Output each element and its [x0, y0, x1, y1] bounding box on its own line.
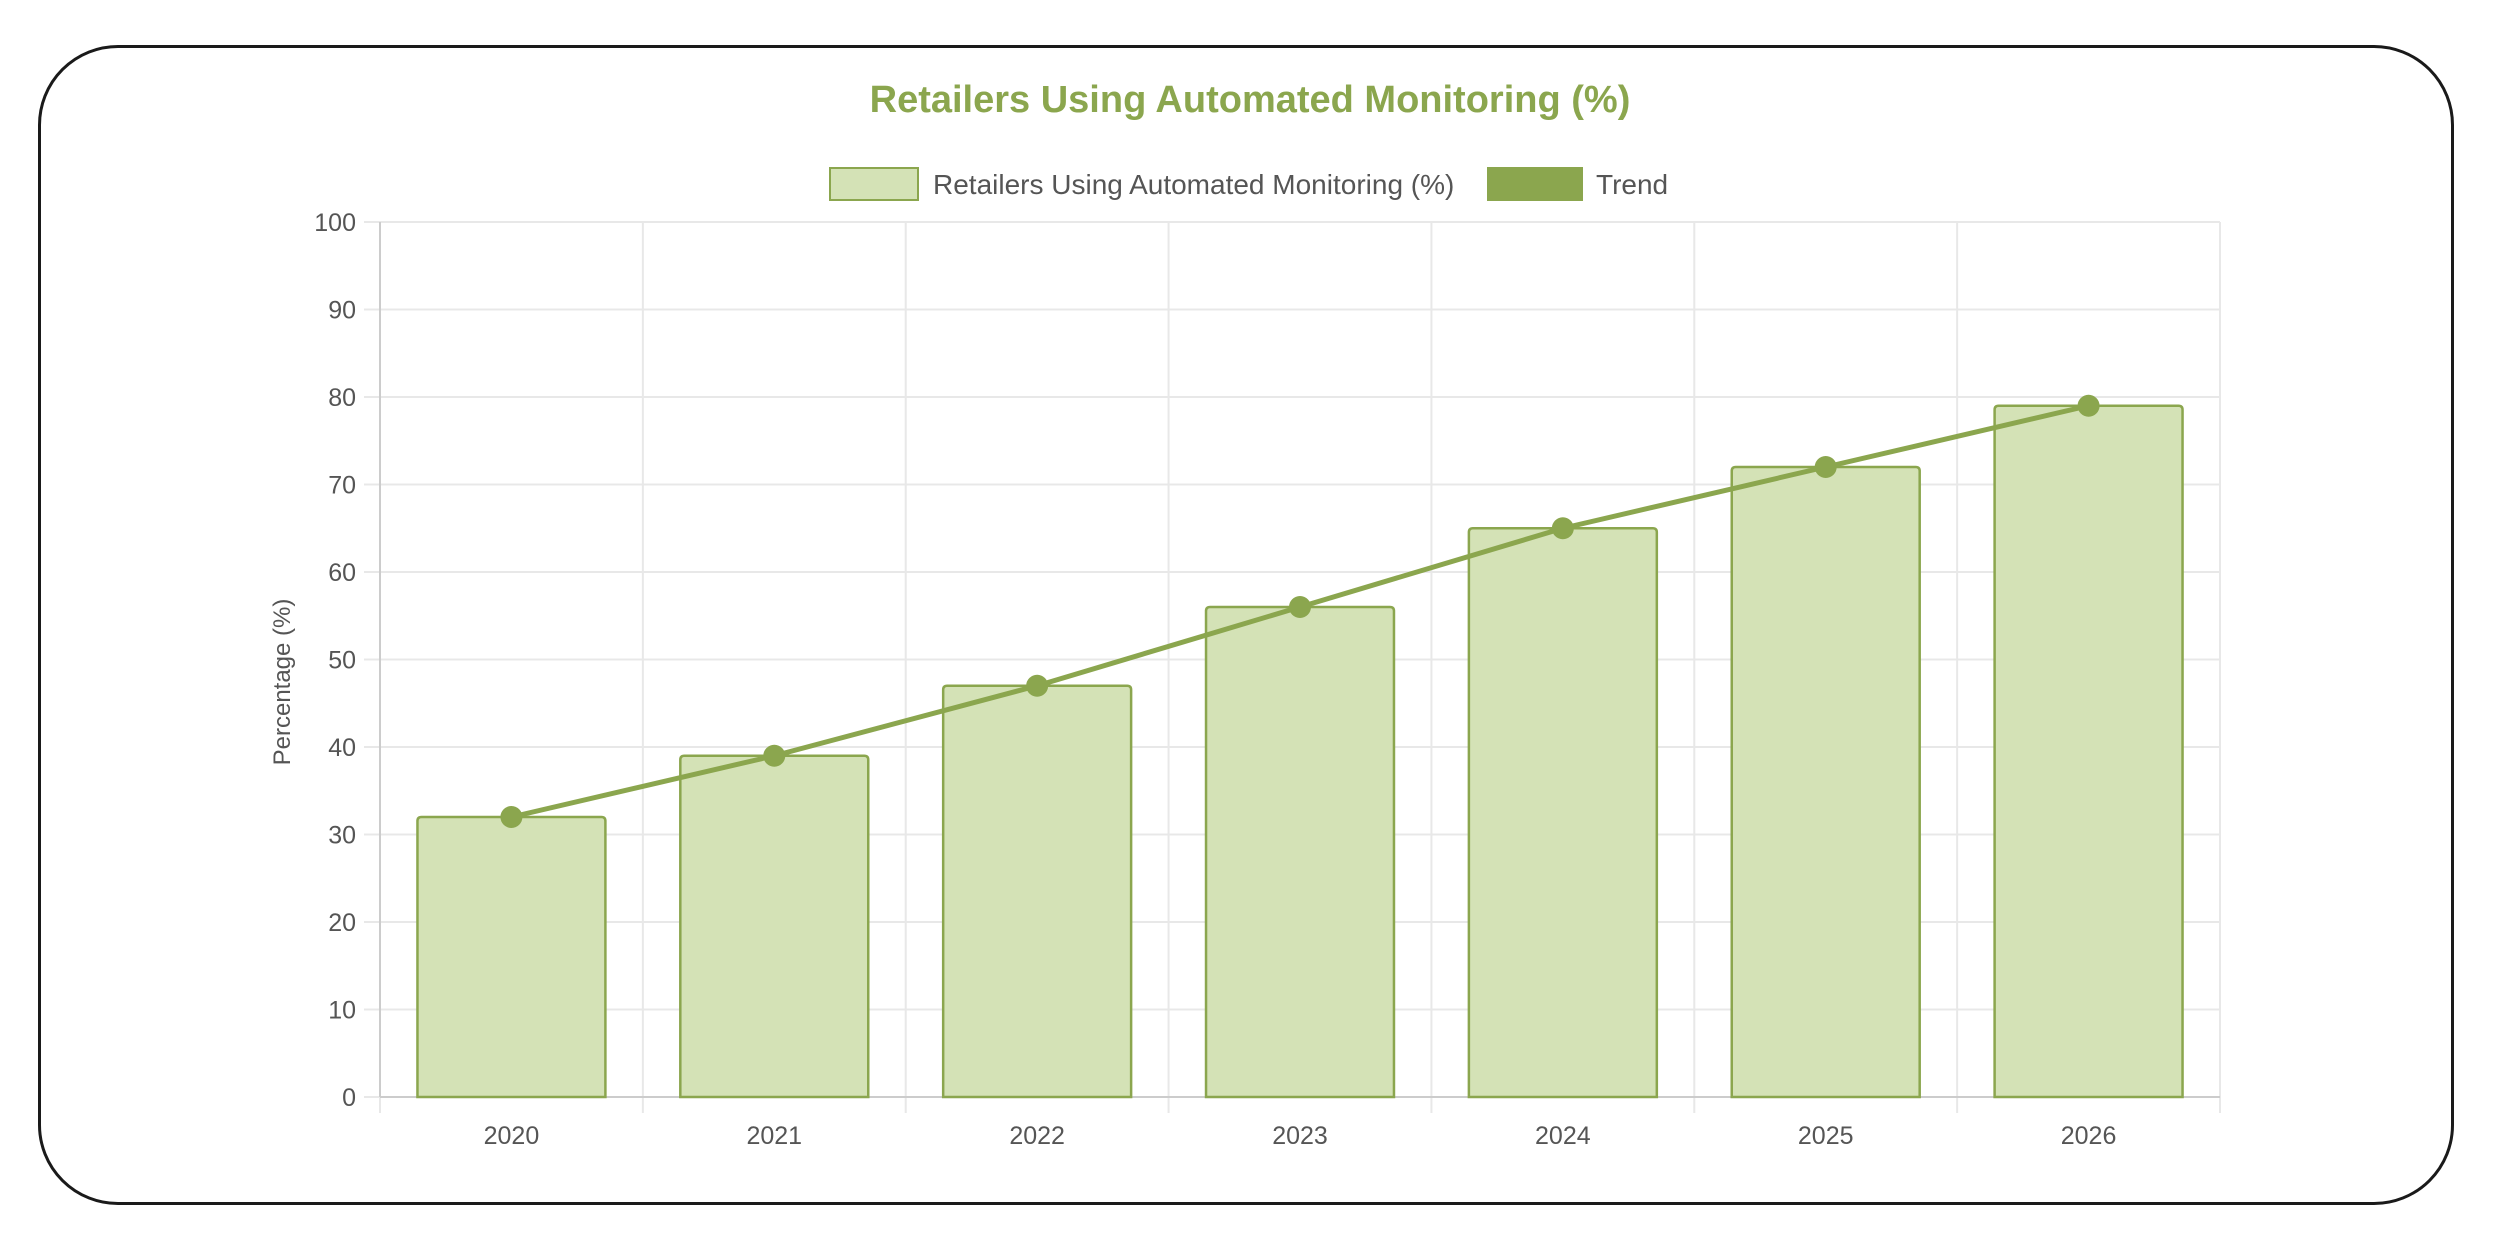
- y-tick-label: 20: [328, 909, 356, 937]
- x-axis: 2020 2021 2022 2023 2024 2025 2026: [380, 1096, 2220, 1150]
- trend-point-2022[interactable]: [1026, 674, 1049, 697]
- y-tick-label: 80: [328, 384, 356, 412]
- legend-label-bars[interactable]: Retailers Using Automated Monitoring (%): [933, 169, 1454, 200]
- x-tick-label: 2025: [1798, 1122, 1854, 1150]
- x-tick-label: 2023: [1272, 1122, 1328, 1150]
- trend-point-2021[interactable]: [763, 744, 786, 767]
- x-tick-label: 2024: [1535, 1122, 1591, 1150]
- trend-point-2024[interactable]: [1551, 517, 1574, 540]
- chart-title: Retailers Using Automated Monitoring (%): [870, 79, 1631, 121]
- bar-2026[interactable]: [1993, 404, 2184, 1099]
- x-tick-label: 2026: [2061, 1122, 2117, 1150]
- trend-line: [500, 394, 2100, 828]
- bar-2022[interactable]: [941, 684, 1133, 1099]
- legend: Retailers Using Automated Monitoring (%)…: [829, 167, 1668, 201]
- y-tick-label: 30: [328, 822, 356, 850]
- y-axis: 0 10 20 30 40 50 60 70 80 90 100: [314, 209, 381, 1112]
- trend-point-2025[interactable]: [1814, 456, 1837, 478]
- bar-2025[interactable]: [1730, 465, 1921, 1099]
- trend-point-2020[interactable]: [500, 806, 523, 828]
- y-tick-label: 60: [328, 559, 356, 587]
- legend-swatch-bars: [829, 167, 919, 201]
- trend-point-2026[interactable]: [2077, 394, 2100, 417]
- bar-2020[interactable]: [416, 815, 607, 1099]
- x-tick-label: 2020: [484, 1122, 540, 1150]
- trend-point-2023[interactable]: [1289, 596, 1311, 618]
- bar-2023[interactable]: [1204, 605, 1396, 1099]
- y-tick-label: 90: [328, 297, 356, 325]
- legend-label-trend[interactable]: Trend: [1596, 169, 1668, 200]
- bar-2024[interactable]: [1467, 527, 1659, 1099]
- y-tick-label: 70: [328, 472, 356, 500]
- bars: [416, 404, 2184, 1099]
- y-tick-label: 0: [342, 1084, 356, 1112]
- y-tick-label: 50: [328, 647, 356, 675]
- bar-2021[interactable]: [679, 754, 870, 1099]
- y-tick-label: 10: [328, 997, 356, 1025]
- x-tick-label: 2022: [1009, 1122, 1065, 1150]
- y-tick-label: 40: [328, 734, 356, 762]
- y-tick-label: 100: [314, 209, 356, 237]
- legend-swatch-trend: [1487, 167, 1583, 201]
- x-tick-label: 2021: [746, 1122, 802, 1150]
- y-axis-title: Percentage (%): [269, 599, 296, 766]
